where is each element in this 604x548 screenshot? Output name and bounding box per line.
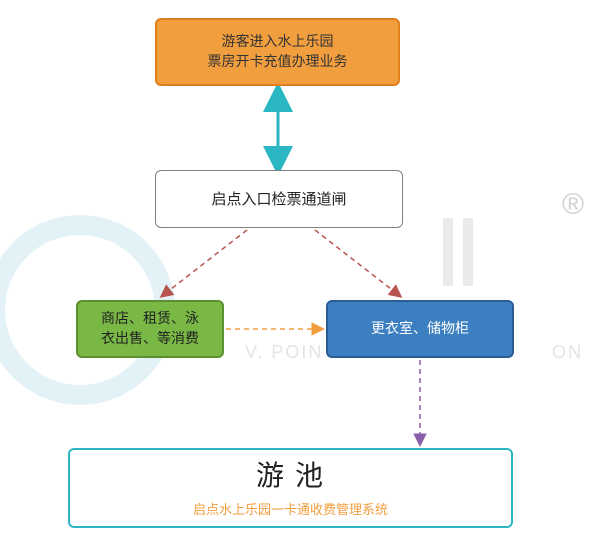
watermark-logo-bar-2 (463, 218, 473, 286)
node-entry-line1: 游客进入水上乐园 (222, 32, 334, 52)
node-pool-title: 游 池 (256, 457, 325, 496)
node-entry-line2: 票房开卡充值办理业务 (208, 52, 348, 72)
node-shop: 商店、租赁、泳 衣出售、等消费 (76, 300, 224, 358)
watermark-trademark-r: ® (562, 188, 584, 222)
node-locker: 更衣室、储物柜 (326, 300, 514, 358)
node-locker-line1: 更衣室、储物柜 (371, 319, 469, 339)
watermark-text-1: V. POIN (245, 342, 323, 363)
node-gate-line1: 启点入口检票通道闸 (211, 189, 346, 210)
watermark-text-2: ON (552, 342, 583, 363)
node-shop-line1: 商店、租赁、泳 (101, 309, 199, 329)
edge-gate-shop (162, 230, 247, 296)
node-pool: 游 池 启点水上乐园一卡通收费管理系统 (68, 448, 513, 528)
edge-gate-locker (315, 230, 400, 296)
node-gate: 启点入口检票通道闸 (155, 170, 403, 228)
node-entry: 游客进入水上乐园 票房开卡充值办理业务 (155, 18, 400, 86)
watermark-logo-bar-1 (443, 218, 453, 286)
node-pool-subtitle: 启点水上乐园一卡通收费管理系统 (193, 501, 388, 519)
node-shop-line2: 衣出售、等消费 (101, 329, 199, 349)
